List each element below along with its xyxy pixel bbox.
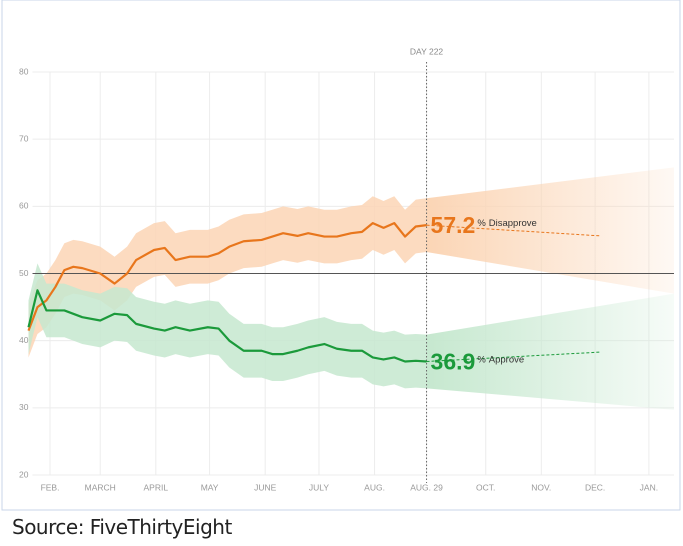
series-name: Approve	[489, 354, 524, 365]
y-tick-label: 60	[19, 201, 29, 211]
y-tick-label: 40	[19, 335, 29, 345]
forecast-band	[426, 167, 674, 294]
unit: %	[477, 354, 486, 365]
legend-entry: % Disapprove	[477, 218, 537, 229]
legend-entry: % Approve	[477, 354, 524, 365]
annotation: DAY 222	[410, 46, 444, 56]
y-tick-label: 70	[19, 133, 29, 143]
end-value-label: 57.2	[431, 212, 476, 238]
forecast-band	[426, 293, 674, 410]
series-name: Disapprove	[489, 218, 537, 229]
x-tick-label: NOV.	[531, 482, 551, 492]
unit: %	[477, 218, 486, 229]
y-tick-label: 50	[19, 268, 29, 278]
y-tick-label: 80	[19, 66, 29, 76]
x-tick-label: AUG.	[364, 482, 385, 492]
x-tick-label: APRIL	[144, 482, 169, 492]
frame	[1, 0, 681, 511]
x-tick-label: MARCH	[85, 482, 116, 492]
x-tick-label: JUNE	[254, 482, 277, 492]
series-line	[27, 289, 427, 363]
x-tick-label: JAN.	[640, 482, 658, 492]
x-tick-label: FEB.	[41, 482, 60, 492]
x-tick-label: JULY	[309, 482, 329, 492]
x-tick-label: MAY	[201, 482, 219, 492]
x-tick-label: AUG. 29	[410, 482, 443, 492]
y-tick-label: 20	[19, 469, 29, 479]
forecast-line	[426, 224, 601, 237]
end-value-label: 36.9	[431, 349, 476, 375]
forecast-line	[426, 351, 601, 362]
x-tick-label: OCT.	[476, 482, 495, 492]
source: Source: FiveThirtyEight	[12, 515, 232, 539]
x-tick-label: DEC.	[585, 482, 605, 492]
y-tick-label: 30	[19, 402, 29, 412]
history-band	[28, 263, 427, 389]
series-line	[27, 222, 427, 331]
chart: 20 30 40 50 60 70 80 FEB. MARCH APRIL MAY JUNE JULY A…	[1, 0, 681, 511]
